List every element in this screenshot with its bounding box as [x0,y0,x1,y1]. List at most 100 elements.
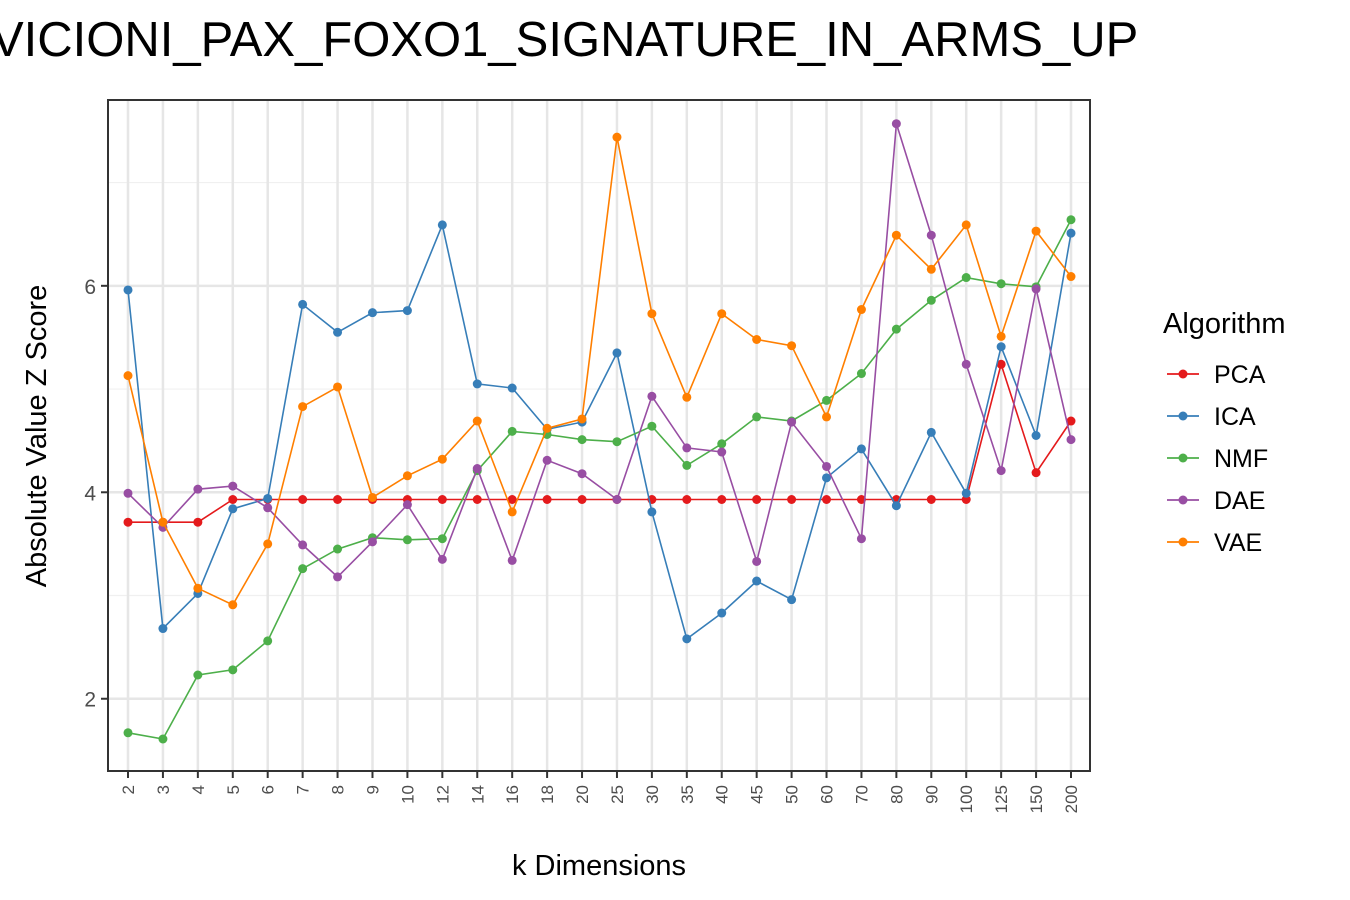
data-point-nmf [612,437,622,447]
data-point-nmf [437,534,447,544]
data-point-dae [577,469,587,479]
x-tick-label: 9 [363,785,382,794]
data-point-vae [123,371,133,381]
series-layer [123,119,1076,744]
data-point-ica [367,308,377,318]
grid [108,100,1090,771]
data-point-vae [647,309,657,319]
data-point-nmf [961,273,971,283]
legend-title: Algorithm [1163,308,1286,340]
series-line-ica [127,222,1072,641]
data-point-nmf [996,279,1006,289]
data-point-pca [542,495,552,505]
data-point-vae [437,454,447,464]
data-point-vae [263,539,273,549]
legend: Algorithm PCA ICA NMF DAE VAE [1163,308,1286,557]
data-point-pca [682,495,692,505]
data-point-pca [577,495,587,505]
data-point-ica [263,493,273,503]
data-point-vae [228,600,238,610]
x-tick-label: 70 [852,785,871,804]
data-point-pca [472,495,482,505]
data-point-pca [193,517,203,527]
data-point-ica [891,501,901,511]
data-point-vae [367,492,377,502]
data-point-ica [1031,431,1041,440]
data-point-ica [123,285,133,295]
data-point-dae [891,119,901,129]
x-tick-label: 90 [922,785,941,804]
data-point-nmf [158,734,168,744]
x-tick-label: 100 [957,785,976,813]
data-point-dae [472,464,482,474]
series-line-vae [127,137,1072,606]
x-axis-title: k Dimensions [512,850,686,882]
y-tick-label: 4 [84,482,96,505]
data-point-pca [996,359,1006,369]
x-tick-label: 25 [608,785,627,804]
y-axis-title: Absolute Value Z Score [21,285,53,588]
data-point-nmf [507,426,517,436]
data-point-vae [612,132,622,142]
data-point-nmf [682,460,692,470]
data-point-vae [1031,226,1041,236]
x-tick-label: 125 [992,785,1011,813]
x-tick-label: 7 [294,785,313,794]
x-tick-label: 14 [468,785,487,804]
data-point-ica [298,299,308,309]
x-tick-label: 16 [503,785,522,804]
x-tick-label: 2 [119,785,138,794]
data-point-ica [402,306,412,316]
data-point-nmf [1066,215,1076,225]
data-point-nmf [577,435,587,445]
data-point-nmf [228,665,238,675]
x-tick-label: 45 [748,785,767,804]
data-point-vae [961,220,971,230]
data-point-dae [298,540,308,550]
data-point-nmf [193,670,203,680]
data-point-pca [437,495,447,505]
series-line-dae [127,123,1072,579]
data-point-dae [193,484,203,494]
data-point-nmf [402,535,412,545]
data-point-dae [402,500,412,510]
data-point-nmf [926,295,936,305]
data-point-ica [1066,228,1076,238]
data-point-ica [333,327,343,337]
data-point-vae [298,402,308,412]
data-point-dae [263,503,273,513]
data-point-dae [996,466,1006,476]
data-point-pca [123,517,133,527]
data-point-ica [612,348,622,358]
data-point-ica [787,595,797,605]
x-tick-label: 20 [573,785,592,804]
y-tick-label: 6 [84,276,96,299]
x-tick-label: 35 [678,785,697,804]
data-point-vae [193,583,203,593]
data-point-dae [926,230,936,240]
data-point-ica [437,220,447,230]
legend-key-point-ica [1178,411,1188,421]
x-tick-label: 10 [398,785,417,804]
data-point-pca [1031,468,1041,478]
legend-label-ica: ICA [1214,403,1256,431]
x-tick-label: 12 [433,785,452,804]
data-point-dae [228,481,238,491]
data-point-dae [856,534,866,544]
data-point-ica [961,488,971,498]
y-tick-label: 2 [84,689,96,712]
data-point-ica [856,444,866,454]
data-point-vae [996,331,1006,341]
x-tick-label: 50 [783,785,802,804]
data-point-dae [1066,435,1076,445]
data-point-nmf [717,439,727,449]
data-point-vae [1066,272,1076,282]
legend-key-point-nmf [1178,453,1188,463]
data-point-dae [682,443,692,453]
data-point-ica [682,634,692,644]
data-point-pca [961,495,971,505]
data-point-nmf [891,324,901,334]
data-point-ica [228,504,238,514]
